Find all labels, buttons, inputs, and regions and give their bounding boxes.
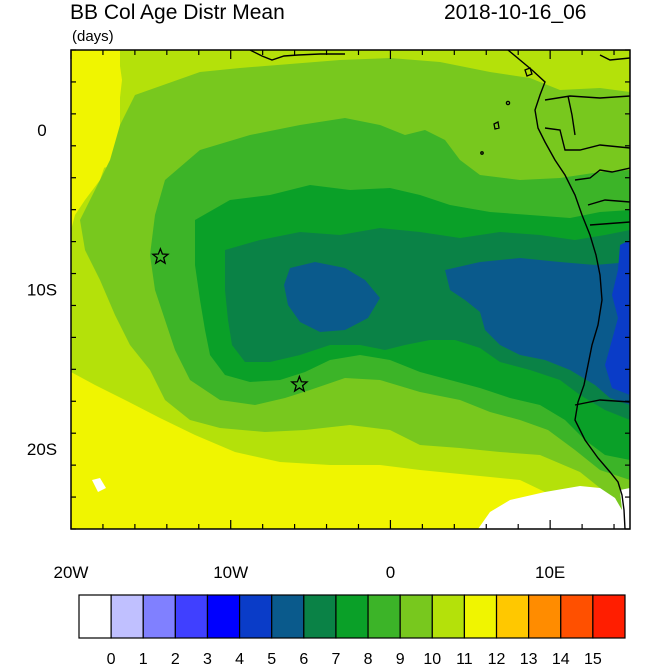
x-tick-label: 20W — [54, 563, 89, 582]
y-tick-label: 0 — [37, 121, 46, 140]
colorbar-box — [592, 594, 626, 639]
colorbar-box — [303, 594, 337, 639]
colorbar-box — [78, 594, 112, 639]
colorbar — [78, 594, 626, 639]
y-tick-label: 10S — [27, 281, 57, 300]
station-markers — [151, 246, 309, 393]
units-label: (days) — [72, 28, 114, 45]
colorbar-label: 7 — [331, 651, 340, 667]
colorbar-box — [399, 594, 433, 639]
coastline — [249, 50, 630, 529]
colorbar-label: 13 — [520, 651, 538, 667]
colorbar-box — [238, 594, 273, 639]
plot-frame — [70, 49, 631, 530]
land-mask-patch — [92, 478, 106, 492]
colorbar-label: 9 — [396, 651, 405, 667]
colorbar-label: 12 — [488, 651, 506, 667]
star-marker-ascension — [151, 246, 170, 265]
star-marker-st-helena — [290, 374, 309, 393]
valid-time: 2018-10-16_06 — [444, 1, 587, 24]
colorbar-box — [560, 594, 594, 639]
colorbar-box — [206, 594, 241, 639]
colorbar-box — [367, 594, 401, 639]
x-tick-label: 10W — [213, 563, 248, 582]
contour-level-12-west — [71, 50, 122, 230]
land-mask-south — [478, 486, 630, 529]
map-title: BB Col Age Distr Mean — [70, 1, 285, 24]
colorbar-label: 10 — [423, 651, 441, 667]
contour-level-6 — [284, 258, 630, 405]
colorbar-box — [271, 594, 305, 639]
colorbar-label: 0 — [107, 651, 116, 667]
islands — [480, 67, 533, 155]
colorbar-box — [142, 594, 176, 639]
colorbar-label: 4 — [235, 651, 244, 667]
colorbar-label: 3 — [203, 651, 212, 667]
axis-ticks — [70, 49, 630, 530]
colorbar-box — [495, 594, 530, 639]
colorbar-labels: 0 1 2 3 4 5 6 7 8 9 10 11 12 13 14 15 — [107, 651, 602, 667]
colorbar-box — [110, 594, 144, 639]
colorbar-box — [431, 594, 466, 639]
colorbar-label: 11 — [456, 651, 473, 667]
colorbar-box — [463, 594, 498, 639]
colorbar-label: 14 — [552, 651, 570, 667]
colorbar-label: 8 — [364, 651, 373, 667]
colorbar-box — [335, 594, 369, 639]
contour-level-5 — [605, 240, 630, 395]
x-tick-label: 10E — [535, 563, 565, 582]
x-tick-label: 0 — [386, 563, 395, 582]
axis-tick-labels: 20W 10W 0 10E 0 10S 20S — [27, 121, 565, 582]
colorbar-label: 6 — [299, 651, 308, 667]
contour-field — [71, 50, 630, 529]
colorbar-label: 5 — [267, 651, 276, 667]
colorbar-label: 15 — [584, 651, 602, 667]
colorbar-label: 2 — [171, 651, 180, 667]
colorbar-box — [174, 594, 209, 639]
colorbar-label: 1 — [139, 651, 148, 667]
colorbar-box — [528, 594, 562, 639]
y-tick-label: 20S — [27, 440, 57, 459]
